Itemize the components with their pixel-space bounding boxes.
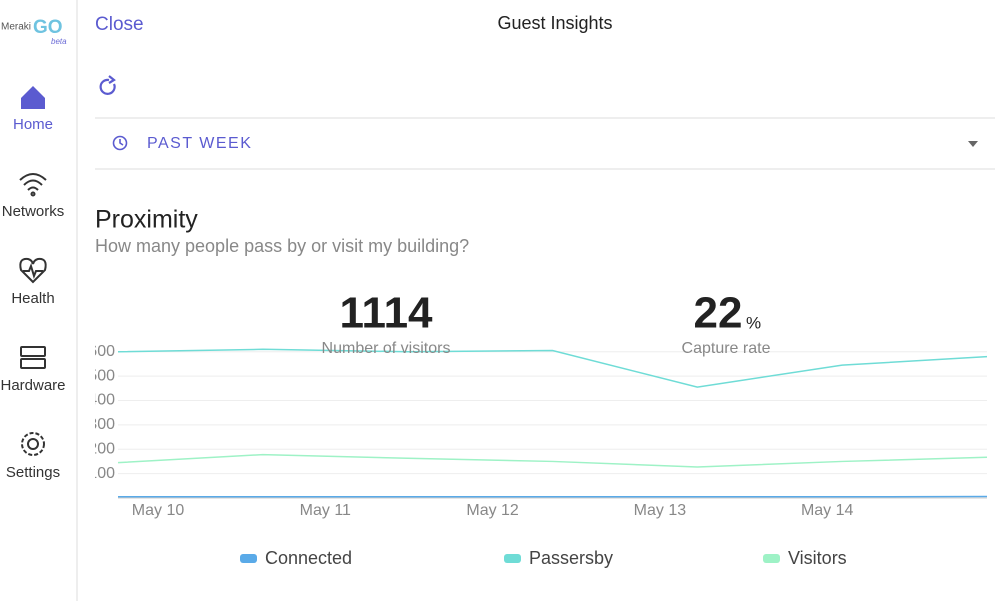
period-select[interactable]: PAST WEEK bbox=[147, 135, 252, 152]
series-line bbox=[117, 348, 988, 388]
settings-icon bbox=[21, 432, 45, 456]
x-tick-label: May 12 bbox=[466, 502, 519, 519]
nav-home[interactable]: Home bbox=[13, 116, 53, 133]
refresh-icon[interactable] bbox=[99, 75, 116, 95]
nav: Home Networks Health Hardware Settings bbox=[0, 86, 66, 481]
clock-icon bbox=[112, 135, 128, 151]
x-tick-label: May 14 bbox=[801, 502, 854, 519]
capture-rate-unit: % bbox=[746, 313, 761, 332]
y-tick-label: 600 bbox=[88, 343, 115, 360]
health-icon bbox=[19, 257, 47, 284]
y-tick-label: 400 bbox=[88, 392, 115, 409]
section-subtitle: How many people pass by or visit my buil… bbox=[95, 236, 469, 256]
legend-label: Passersby bbox=[529, 548, 613, 568]
logo-text: Meraki bbox=[1, 22, 31, 33]
nav-health[interactable]: Health bbox=[11, 290, 54, 307]
series-line bbox=[117, 453, 988, 468]
logo-badge: beta bbox=[51, 37, 67, 46]
visitors-count: 1114 bbox=[339, 289, 433, 338]
plot: 100 200 300 400 500 600 bbox=[88, 343, 988, 499]
legend-label: Visitors bbox=[788, 548, 847, 568]
hardware-icon bbox=[20, 346, 46, 369]
nav-networks[interactable]: Networks bbox=[2, 203, 65, 220]
logo-mark: GO bbox=[33, 17, 63, 38]
legend-label: Connected bbox=[265, 548, 352, 568]
x-tick-label: May 11 bbox=[300, 502, 351, 519]
visitors-label: Number of visitors bbox=[322, 340, 451, 357]
page-title: Guest Insights bbox=[497, 13, 612, 33]
home-icon bbox=[21, 86, 45, 109]
legend-swatch bbox=[763, 554, 780, 563]
y-tick-label: 300 bbox=[88, 416, 115, 433]
y-tick-label: 200 bbox=[88, 440, 115, 457]
close-button[interactable]: Close bbox=[95, 14, 144, 35]
legend-swatch bbox=[504, 554, 521, 563]
x-tick-label: May 13 bbox=[634, 502, 687, 519]
nav-hardware[interactable]: Hardware bbox=[0, 377, 65, 394]
y-tick-label: 500 bbox=[88, 367, 115, 384]
nav-settings[interactable]: Settings bbox=[6, 464, 60, 481]
capture-rate: 22 bbox=[694, 289, 743, 338]
dropdown-arrow[interactable] bbox=[968, 141, 978, 147]
x-tick-label: May 10 bbox=[132, 502, 185, 519]
legend-swatch bbox=[240, 554, 257, 563]
y-tick-label: 100 bbox=[88, 465, 115, 482]
wifi-icon bbox=[19, 173, 47, 197]
capture-rate-label: Capture rate bbox=[682, 340, 771, 357]
section-title: Proximity bbox=[95, 206, 198, 234]
